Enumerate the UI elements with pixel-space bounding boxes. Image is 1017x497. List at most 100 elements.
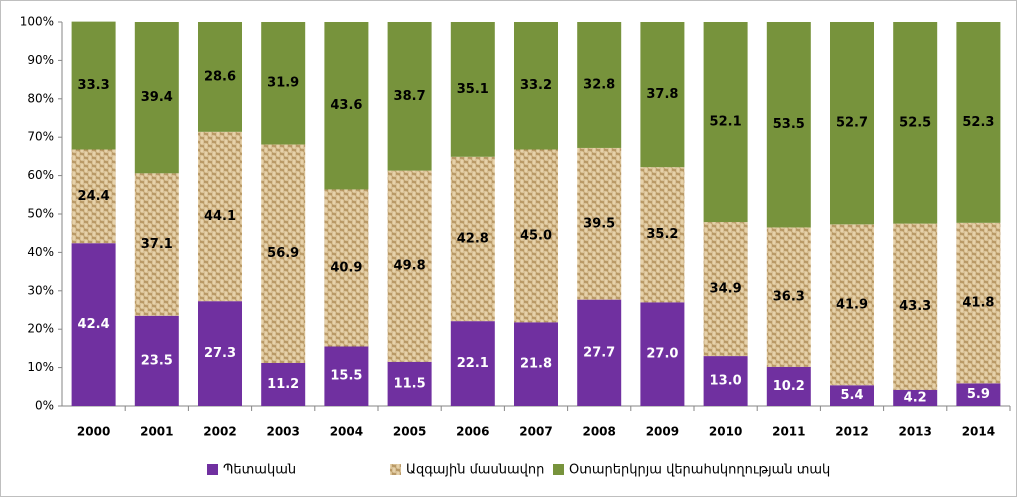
data-label: 44.1 <box>204 209 236 224</box>
data-label: 37.8 <box>646 87 678 102</box>
data-label: 49.8 <box>394 259 426 274</box>
bar-segment <box>893 223 938 390</box>
bar-segment <box>514 322 558 406</box>
data-label: 43.3 <box>899 299 931 314</box>
bar-segment <box>387 170 432 362</box>
y-tick-label: 70% <box>27 130 54 144</box>
bar-segment <box>577 147 622 300</box>
bar-segment <box>198 22 242 132</box>
data-label: 40.9 <box>330 260 362 275</box>
data-label: 27.0 <box>646 347 678 362</box>
data-label: 24.4 <box>78 189 110 204</box>
data-label: 35.1 <box>457 82 489 97</box>
y-tick-label: 100% <box>20 15 54 29</box>
bar-segment <box>577 22 622 148</box>
data-label: 45.0 <box>520 228 552 243</box>
bar-segment <box>134 22 179 174</box>
bar-segment <box>766 22 811 228</box>
data-label: 31.9 <box>267 76 299 91</box>
bar-segment <box>703 22 748 223</box>
x-tick-label: 2002 <box>203 425 236 439</box>
data-label: 27.7 <box>583 345 615 360</box>
data-label: 39.4 <box>141 90 173 105</box>
data-label: 38.7 <box>394 89 426 104</box>
bar-segment <box>956 22 1001 223</box>
data-label: 52.7 <box>836 116 868 131</box>
x-tick-label: 2007 <box>519 425 552 439</box>
data-label: 35.2 <box>646 227 678 242</box>
data-label: 11.2 <box>267 377 299 392</box>
data-label: 5.9 <box>967 387 990 402</box>
y-tick-label: 90% <box>27 53 54 67</box>
data-label: 21.8 <box>520 357 552 372</box>
x-tick-label: 2008 <box>582 425 615 439</box>
data-label: 53.5 <box>773 117 805 132</box>
data-label: 37.1 <box>141 237 173 252</box>
legend-swatch <box>207 464 218 475</box>
bar-segment <box>640 167 685 303</box>
data-label: 41.9 <box>836 297 868 312</box>
bar-segment <box>703 222 748 357</box>
bar-segment <box>893 389 938 406</box>
bar-segment <box>514 22 558 150</box>
data-label: 39.5 <box>583 216 615 231</box>
y-tick-label: 10% <box>27 360 54 374</box>
bar-segment <box>830 385 874 406</box>
legend-label: Ազգային մասնավոր <box>406 463 544 478</box>
data-label: 41.8 <box>962 296 994 311</box>
bar-segment <box>134 315 179 406</box>
y-tick-label: 20% <box>27 322 54 336</box>
data-label: 27.3 <box>204 346 236 361</box>
bar-segment <box>324 346 369 406</box>
data-label: 33.2 <box>520 78 552 93</box>
data-label: 23.5 <box>141 353 173 368</box>
x-tick-label: 2005 <box>393 425 426 439</box>
bar-segment <box>387 22 432 171</box>
bar-segment <box>71 243 116 406</box>
data-label: 13.0 <box>710 374 742 389</box>
bar-segment <box>261 22 306 145</box>
bar-segment <box>640 22 685 168</box>
data-label: 43.6 <box>330 98 362 113</box>
y-tick-label: 30% <box>27 283 54 297</box>
y-tick-label: 40% <box>27 245 54 259</box>
data-label: 28.6 <box>204 69 236 84</box>
bar-segment <box>450 156 495 322</box>
data-label: 15.5 <box>330 369 362 384</box>
y-tick-label: 80% <box>27 91 54 105</box>
bar-segment <box>956 383 1001 406</box>
bar-segment <box>830 224 874 386</box>
x-tick-label: 2013 <box>898 425 931 439</box>
x-tick-label: 2003 <box>266 425 299 439</box>
bar-segment <box>450 22 495 157</box>
bar-segment <box>956 222 1001 384</box>
x-tick-label: 2009 <box>646 425 679 439</box>
data-label: 42.8 <box>457 231 489 246</box>
data-label: 52.3 <box>962 115 994 130</box>
data-label: 36.3 <box>773 290 805 305</box>
data-label: 42.4 <box>78 317 110 332</box>
bar-segment <box>261 362 306 406</box>
data-label: 32.8 <box>583 77 615 92</box>
x-tick-label: 2000 <box>77 425 110 439</box>
bar-segment <box>766 227 811 367</box>
data-label: 34.9 <box>710 282 742 297</box>
bar-segment <box>450 321 495 406</box>
bar-segment <box>71 149 116 244</box>
bar-segment <box>893 22 938 224</box>
bar-segment <box>766 366 811 406</box>
y-tick-label: 60% <box>27 168 54 182</box>
bar-segment <box>198 131 242 302</box>
bar-segment <box>830 22 874 225</box>
legend-label: Օտարերկրյա վերահսկողության տակ <box>569 463 830 478</box>
bar-segment <box>387 361 432 406</box>
legend-label: Պետական <box>223 463 296 478</box>
data-label: 10.2 <box>773 379 805 394</box>
x-tick-label: 2004 <box>330 425 363 439</box>
y-tick-label: 0% <box>35 399 54 413</box>
x-tick-label: 2014 <box>962 425 995 439</box>
bar-segment <box>71 21 116 150</box>
x-tick-label: 2011 <box>772 425 805 439</box>
data-label: 52.1 <box>710 115 742 130</box>
